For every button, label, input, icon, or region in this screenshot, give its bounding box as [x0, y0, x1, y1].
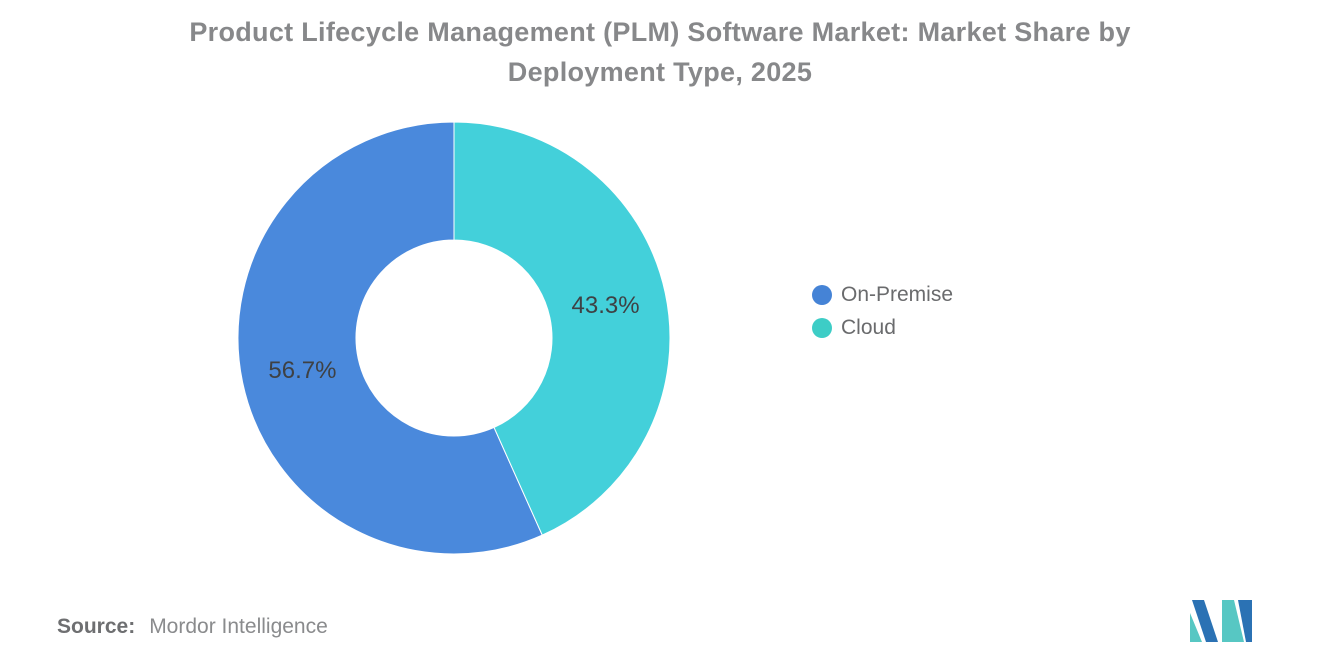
legend-item-cloud[interactable]: Cloud [812, 316, 953, 340]
legend-marker-icon [812, 318, 832, 338]
source-label: Source: [57, 615, 136, 638]
legend-item-on-premise[interactable]: On-Premise [812, 283, 953, 307]
chart-title: Product Lifecycle Management (PLM) Softw… [189, 17, 1131, 87]
legend-label: On-Premise [841, 283, 954, 306]
source-name: Mordor Intelligence [149, 615, 328, 638]
legend-label: Cloud [841, 316, 896, 339]
pie-slice-cloud[interactable] [453, 121, 671, 536]
logo-blue-band [1192, 600, 1218, 642]
logo-teal-square [1222, 600, 1244, 642]
chart-legend: On-Premise Cloud [812, 283, 953, 340]
slice-label-cloud: 43.3% [572, 292, 640, 319]
pie-slice-on-premise[interactable] [237, 121, 543, 555]
mordor-intelligence-logo [1190, 600, 1252, 642]
logo-teal-triangle [1190, 613, 1202, 642]
slice-label-on-premise: 56.7% [268, 357, 336, 384]
logo-blue-bar [1238, 600, 1252, 642]
source-line: Source: Mordor Intelligence [57, 615, 328, 639]
legend-marker-icon [812, 285, 832, 305]
